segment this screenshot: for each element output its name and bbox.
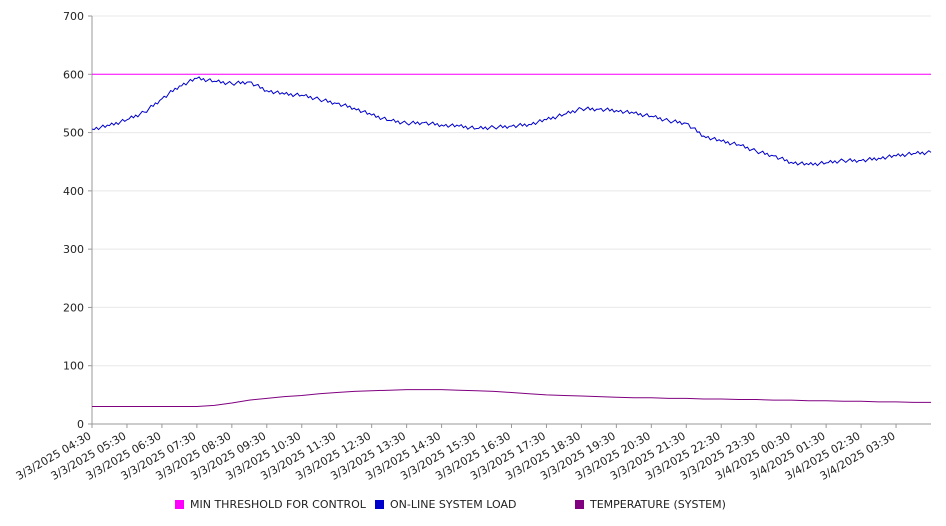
- legend-item-system-load: ON-LINE SYSTEM LOAD: [375, 498, 516, 511]
- y-tick-label: 200: [63, 301, 84, 314]
- y-tick-label: 600: [63, 68, 84, 81]
- y-tick-label: 500: [63, 127, 84, 140]
- series-line-temperature: [92, 389, 931, 408]
- y-tick-labels: 0 100 200 300 400 500 600 700: [63, 10, 84, 431]
- y-tick-label: 700: [63, 10, 84, 23]
- grid-layer: [92, 15, 931, 367]
- legend: MIN THRESHOLD FOR CONTROL ON-LINE SYSTEM…: [0, 498, 946, 514]
- legend-swatch-system-load: [375, 500, 384, 509]
- legend-item-temperature: TEMPERATURE (SYSTEM): [575, 498, 726, 511]
- legend-label-temperature: TEMPERATURE (SYSTEM): [590, 498, 726, 511]
- series-layer: [91, 73, 932, 408]
- y-tick-label: 300: [63, 243, 84, 256]
- legend-swatch-min-threshold: [175, 500, 184, 509]
- x-tick-labels: 3/3/2025 04:303/3/2025 05:303/3/2025 06:…: [14, 429, 898, 483]
- legend-label-min-threshold: MIN THRESHOLD FOR CONTROL: [190, 498, 366, 511]
- legend-swatch-temperature: [575, 500, 584, 509]
- series-line-system-load: [91, 76, 932, 167]
- y-tick-label: 100: [63, 360, 84, 373]
- y-tick-label: 0: [77, 418, 84, 431]
- y-tick-label: 400: [63, 185, 84, 198]
- legend-label-system-load: ON-LINE SYSTEM LOAD: [390, 498, 517, 511]
- legend-item-min-threshold: MIN THRESHOLD FOR CONTROL: [175, 498, 366, 511]
- axis-layer: [88, 15, 931, 428]
